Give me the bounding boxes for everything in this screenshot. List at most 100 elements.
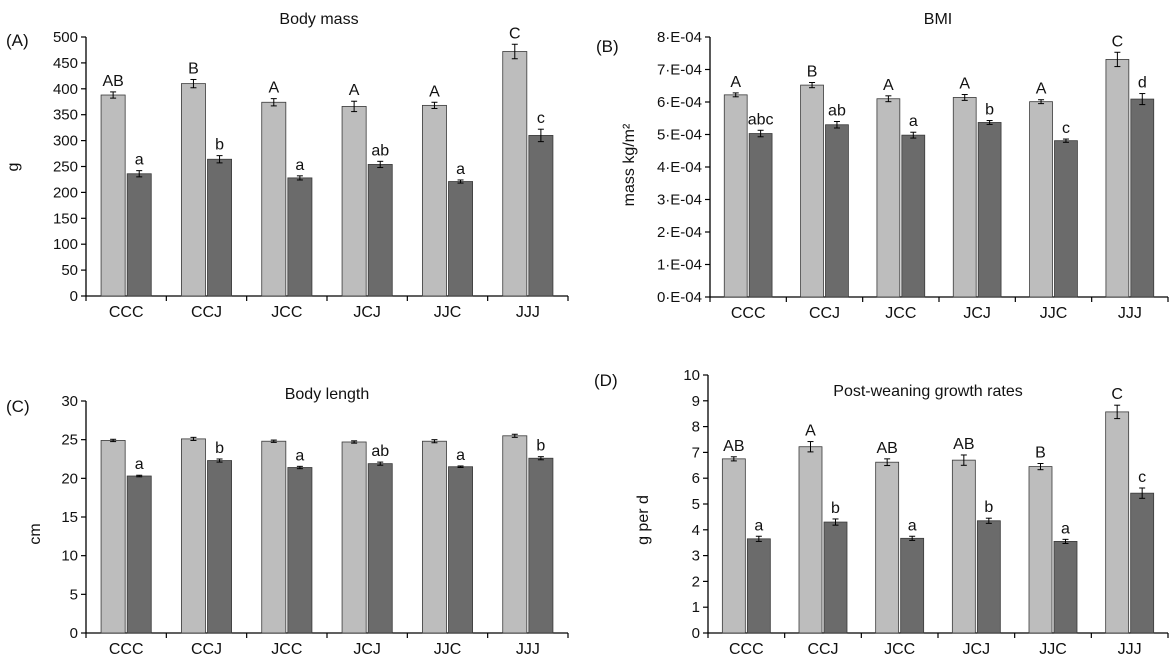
panel-d-significance-label: AB [876, 440, 897, 457]
panel-d-bar [746, 538, 771, 634]
panel-c-category-label: JJC [434, 641, 462, 656]
panel-a-y-tick-label: 200 [53, 184, 78, 201]
panel-c-bar [126, 475, 152, 634]
panel-a-significance-label: C [509, 25, 521, 42]
panel-b-significance-label: ab [828, 103, 846, 120]
panel-d-significance-label: B [1035, 444, 1046, 461]
panel-a-significance-label: AB [102, 73, 123, 90]
panel-b-category-label: JCC [885, 305, 916, 322]
panel-d-significance-label: AB [953, 436, 974, 453]
panel-a-category-label: JCJ [353, 304, 381, 321]
panel-b-category-label: JJJ [1118, 305, 1142, 322]
panel-b-significance-label: c [1062, 120, 1070, 137]
panel-b-bar [748, 133, 773, 298]
panel-c-y-tick-label: 20 [61, 470, 78, 487]
panel-a-label: (A) [6, 31, 29, 50]
panel-a-category-label: CCC [109, 304, 144, 321]
panel-a-bar [502, 51, 528, 297]
panel-c-significance-label: a [135, 456, 144, 473]
panel-a-significance-label: A [429, 83, 440, 100]
panel-b-y-tick-label: 3·E-04 [657, 192, 702, 209]
panel-b-title: BMI [924, 11, 952, 28]
panel-c-significance-label: ab [371, 443, 389, 460]
panel-c-bar [287, 467, 313, 634]
panel-d-y-tick-label: 3 [692, 548, 700, 565]
panel-b-bar [876, 98, 901, 298]
panel-d-label: (D) [594, 371, 618, 390]
panel-d-bar [823, 521, 848, 634]
panel-a-chart: (A) Body mass g 0 50 100 150 200 250 300 350 400… [5, 11, 569, 321]
panel-d-category-label: JJC [1039, 641, 1067, 656]
panel-a-category-label: JCC [271, 304, 302, 321]
panel-d-significance-label: a [908, 517, 917, 534]
panel-a-y-tick-label: 50 [61, 262, 78, 279]
panel-b-significance-label: A [959, 76, 970, 93]
panel-a-y-tick-label: 150 [53, 210, 78, 227]
panel-d-y-tick-label: 10 [683, 367, 700, 384]
panel-a-bar [421, 104, 447, 297]
panel-a-y-tick-label: 450 [53, 55, 78, 72]
panel-b-y-tick-label: 5·E-04 [657, 127, 702, 144]
panel-b-bar [977, 122, 1002, 298]
panel-d-y-tick-label: 4 [692, 522, 700, 539]
panel-b-bar [800, 84, 824, 298]
panel-d-category-label: JCJ [963, 641, 991, 656]
panel-c-bar [367, 463, 393, 634]
panel-c-y-tick-label: 0 [70, 625, 78, 642]
panel-d-category-label: JCC [884, 641, 915, 656]
panel-a-bar [100, 94, 126, 297]
panel-d-significance-label: A [805, 423, 816, 440]
panel-b-label: (B) [596, 37, 619, 56]
panel-c-bar [180, 438, 206, 634]
panel-d-significance-label: c [1138, 469, 1146, 486]
panel-c-category-label: JCC [271, 641, 302, 656]
panel-c-bar [341, 441, 367, 634]
panel-a-significance-label: A [268, 80, 279, 97]
panel-d-category-label: JJJ [1118, 641, 1142, 656]
panel-a-y-tick-label: 250 [53, 159, 78, 176]
panel-b-y-tick-label: 0·E-04 [657, 289, 702, 306]
panel-c-bar [421, 440, 447, 634]
panel-c-significance-label: a [295, 447, 304, 464]
panel-c-category-label: JCJ [353, 641, 381, 656]
panel-a-significance-label: B [188, 60, 199, 77]
panel-d-y-tick-label: 2 [692, 573, 700, 590]
panel-b-bar [901, 134, 926, 298]
panel-b-bar [825, 124, 849, 298]
panel-a-bar [261, 101, 287, 297]
panel-d-bar [721, 458, 746, 634]
panel-c-significance-label: b [536, 438, 545, 455]
panel-d-y-tick-label: 9 [692, 393, 700, 410]
panel-a-bar [367, 164, 393, 297]
panel-b-y-tick-label: 4·E-04 [657, 159, 702, 176]
panel-d-bar [1130, 492, 1155, 634]
panel-c-significance-label: b [215, 440, 224, 457]
panel-d-significance-label: a [754, 517, 763, 534]
panel-b-bar [1029, 101, 1053, 298]
panel-d-significance-label: C [1111, 386, 1123, 403]
panel-d-significance-label: b [831, 500, 840, 517]
panel-b-significance-label: a [909, 113, 918, 130]
panel-a-significance-label: b [215, 137, 224, 154]
panel-c-bar [100, 440, 126, 634]
panel-b-significance-label: A [730, 74, 741, 91]
panel-d-title: Post-weaning growth rates [833, 383, 1022, 400]
panel-b-category-label: CCC [731, 305, 766, 322]
panel-c-label: (C) [6, 397, 30, 416]
panel-c-category-label: JJJ [516, 641, 540, 656]
panel-c-bar [207, 460, 233, 634]
panel-a-category-label: JJJ [516, 304, 540, 321]
panel-b-bar [723, 94, 748, 298]
panel-b-bar [952, 97, 977, 298]
panel-b-significance-label: A [1036, 81, 1047, 98]
panel-c-bar [528, 457, 554, 634]
panel-d-y-tick-label: 8 [692, 419, 700, 436]
panel-b-y-tick-label: 8·E-04 [657, 29, 702, 46]
panel-d-category-label: CCJ [807, 641, 838, 656]
panel-a-significance-label: a [295, 157, 304, 174]
panel-d-bar [951, 459, 976, 634]
panel-b-significance-label: A [883, 77, 894, 94]
panel-d-y-tick-label: 7 [692, 444, 700, 461]
panel-d-chart: (D) Post-weaning growth rates g per d 0 1… [594, 367, 1169, 656]
panel-a-bar [528, 135, 554, 297]
